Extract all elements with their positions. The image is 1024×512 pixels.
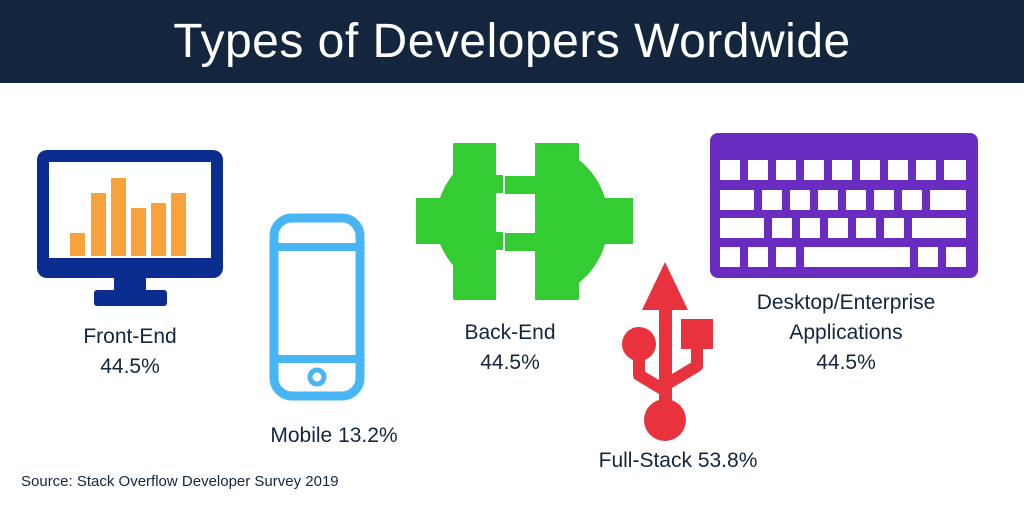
front-end-label: Front-End 44.5%: [40, 322, 220, 382]
desktop-name-line2: Applications: [789, 321, 903, 344]
mobile-value: 13.2%: [338, 424, 398, 447]
mobile-name: Mobile: [270, 424, 333, 447]
desktop-name-line1: Desktop/Enterprise: [756, 291, 936, 314]
back-end-value: 44.5%: [480, 351, 540, 374]
source-note: Source: Stack Overflow Developer Survey …: [21, 473, 339, 490]
front-end-name: Front-End: [83, 325, 177, 348]
page-title: Types of Developers Wordwide: [173, 15, 851, 68]
full-stack-value: 53.8%: [697, 449, 758, 472]
front-end-value: 44.5%: [100, 355, 160, 378]
back-end-name: Back-End: [464, 321, 556, 344]
desktop-value: 44.5%: [816, 351, 876, 374]
mobile-label: Mobile 13.2%: [244, 421, 424, 451]
full-stack-label: Full-Stack 53.8%: [578, 446, 778, 476]
full-stack-name: Full-Stack: [598, 449, 692, 472]
back-end-label: Back-End 44.5%: [420, 318, 600, 378]
desktop-label: Desktop/Enterprise Applications 44.5%: [724, 288, 968, 378]
title-banner: [0, 0, 1024, 83]
